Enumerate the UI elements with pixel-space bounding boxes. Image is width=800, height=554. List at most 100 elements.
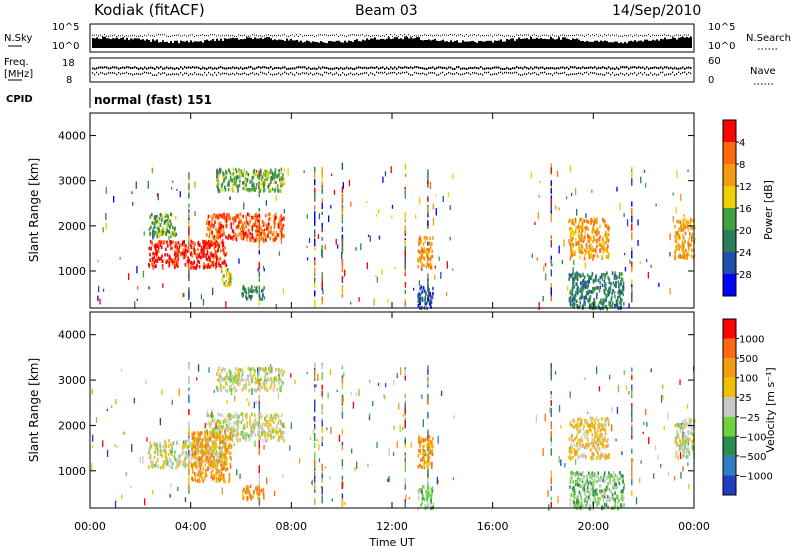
echo-streak [631, 234, 633, 241]
echo-streak [188, 464, 190, 469]
echo-cell [270, 436, 272, 440]
nsearch-sample [590, 35, 591, 37]
ytick-label: 3000 [58, 175, 86, 188]
echo-cell [238, 414, 240, 419]
echo-cell [419, 240, 422, 245]
nsearch-sample [330, 34, 331, 36]
echo-cell [593, 229, 596, 234]
freq-sample [642, 66, 644, 69]
echo-cell [590, 236, 592, 240]
freq-sample [360, 66, 362, 69]
echo-speckle [650, 368, 652, 373]
echo-cell [202, 254, 204, 258]
echo-cell [194, 438, 196, 443]
echo-cell [579, 273, 581, 277]
echo-streak [341, 429, 344, 436]
echo-cell [246, 413, 249, 417]
echo-cell [197, 451, 199, 456]
echo-speckle [254, 440, 256, 448]
nave-sample [134, 73, 136, 75]
echo-streak [314, 375, 316, 379]
echo-cell [682, 248, 684, 252]
echo-cell [578, 221, 580, 226]
echo-cell [597, 237, 599, 242]
freq-sample [178, 67, 180, 70]
nave-sample [100, 71, 102, 74]
echo-cell [222, 420, 225, 424]
freq-sample [568, 67, 570, 70]
echo-cell [274, 188, 276, 192]
nsearch-sample [248, 35, 249, 37]
echo-speckle [106, 409, 108, 412]
echo-cell [171, 452, 173, 457]
echo-cell [417, 295, 420, 299]
echo-speckle [331, 498, 333, 502]
nsky-sample [558, 37, 560, 48]
echo-cell [226, 427, 228, 431]
nsearch-sample [122, 34, 123, 36]
echo-cell [422, 256, 425, 260]
nsky-sample [222, 41, 224, 48]
echo-cell [221, 427, 223, 432]
nsearch-sample [482, 35, 483, 36]
echo-speckle [658, 282, 660, 288]
echo-cell [207, 255, 210, 259]
echo-speckle [437, 435, 439, 444]
echo-streak [321, 420, 323, 427]
nave-sample [292, 73, 294, 75]
echo-cell [241, 377, 243, 382]
echo-streak [631, 178, 633, 185]
echo-cell [423, 263, 425, 268]
echo-speckle [194, 181, 196, 189]
echo-cell [593, 298, 595, 302]
nave-sample [264, 72, 266, 75]
echo-cell [217, 221, 220, 225]
echo-cell [200, 441, 202, 446]
echo-speckle [172, 180, 174, 183]
echo-cell [222, 232, 225, 236]
echo-cell [243, 186, 246, 190]
echo-cell [219, 438, 222, 442]
echo-cell [166, 240, 168, 244]
echo-cell [615, 284, 617, 288]
echo-cell [682, 251, 685, 256]
echo-cell [225, 458, 228, 462]
echo-cell [608, 278, 611, 282]
echo-speckle [238, 372, 240, 378]
freq-sample [520, 66, 522, 69]
nsky-sample [260, 37, 262, 48]
echo-speckle [282, 474, 284, 478]
nsky-sample [516, 39, 518, 48]
echo-cell [596, 217, 598, 221]
nsearch-sample [344, 35, 345, 37]
nsearch-sample [206, 35, 207, 37]
echo-cell [190, 261, 192, 266]
echo-cell [278, 169, 280, 173]
nave-sample [424, 73, 426, 76]
echo-streak [404, 263, 406, 270]
echo-speckle [642, 431, 644, 435]
echo-cell [205, 451, 208, 456]
nsearch-sample [384, 35, 385, 37]
echo-cell [420, 250, 422, 254]
nave-sample [676, 73, 678, 75]
nsearch-sample [210, 34, 211, 36]
nave-sample [508, 72, 510, 74]
echo-cell [230, 222, 232, 226]
echo-speckle [216, 168, 218, 175]
echo-cell [168, 230, 170, 234]
nave-sample [476, 72, 478, 75]
echo-cell [215, 450, 218, 454]
echo-cell [212, 254, 214, 258]
echo-speckle [148, 286, 150, 290]
echo-speckle [313, 416, 315, 421]
echo-cell [687, 241, 689, 245]
freq-sample [172, 67, 174, 70]
echo-speckle [159, 418, 161, 426]
echo-cell [270, 377, 273, 381]
echo-streak [550, 185, 552, 189]
echo-cell [596, 254, 599, 258]
nsearch-sample [280, 35, 281, 37]
freq-sample [270, 66, 272, 68]
nave-sample [324, 71, 326, 74]
